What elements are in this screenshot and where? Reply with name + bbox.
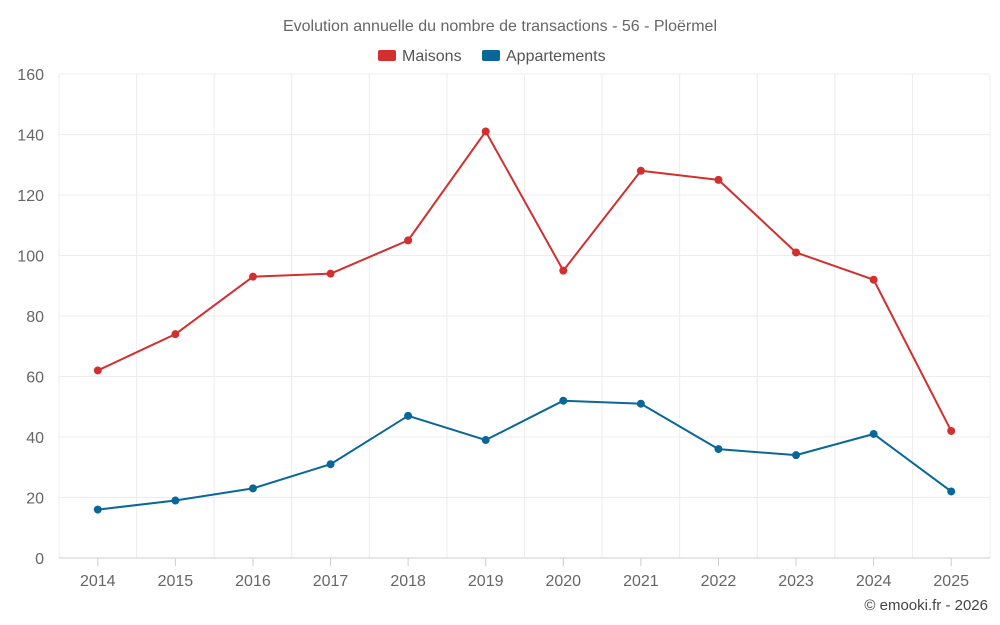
x-tick-label-2021: 2021	[623, 573, 659, 590]
y-tick-label: 80	[26, 309, 44, 326]
y-tick-label: 60	[26, 370, 44, 387]
x-axis-ticks: 2014 2015 2016 2017 2018 2019 2020 2021 2022 2023…	[80, 558, 969, 590]
data-point-appartements-2025[interactable]	[947, 487, 956, 496]
data-point-appartements-2014[interactable]	[93, 505, 102, 514]
data-point-maisons-2020[interactable]	[559, 266, 568, 275]
series-maisons	[93, 127, 956, 435]
x-tick-label-2017: 2017	[313, 573, 349, 590]
series-line-maisons	[97, 130, 953, 432]
y-tick-label: 20	[26, 491, 44, 508]
x-tick-label-2025: 2025	[933, 573, 969, 590]
data-point-appartements-2022[interactable]	[714, 445, 723, 454]
x-tick-label-2024: 2024	[856, 573, 892, 590]
legend-label-maisons: Maisons	[402, 48, 462, 65]
data-point-appartements-2020[interactable]	[559, 396, 568, 405]
legend-swatch-appartements	[482, 50, 500, 61]
legend-swatch-maisons	[378, 50, 396, 61]
x-tick-label-2018: 2018	[390, 573, 426, 590]
x-tick-label-2016: 2016	[235, 573, 271, 590]
data-point-maisons-2019[interactable]	[481, 127, 490, 136]
data-point-maisons-2022[interactable]	[714, 175, 723, 184]
data-point-appartements-2021[interactable]	[636, 399, 645, 408]
x-tick-label-2022: 2022	[701, 573, 737, 590]
legend-item-appartements[interactable]: Appartements	[482, 48, 606, 65]
data-point-appartements-2024[interactable]	[869, 429, 878, 438]
data-point-appartements-2023[interactable]	[792, 451, 801, 460]
data-point-maisons-2014[interactable]	[93, 366, 102, 375]
y-tick-label: 120	[17, 188, 44, 205]
data-point-maisons-2017[interactable]	[326, 269, 335, 278]
chart-title: Evolution annuelle du nombre de transact…	[283, 18, 717, 35]
data-point-maisons-2024[interactable]	[869, 275, 878, 284]
series-appartements	[93, 396, 956, 514]
x-tick-label-2023: 2023	[778, 573, 814, 590]
series-line-appartements	[97, 399, 952, 511]
legend-label-appartements: Appartements	[506, 48, 606, 65]
x-tick-label-2015: 2015	[158, 573, 194, 590]
y-tick-label: 40	[26, 430, 44, 447]
data-point-appartements-2016[interactable]	[248, 484, 257, 493]
y-tick-label: 140	[17, 128, 44, 145]
gridlines	[58, 73, 991, 559]
data-point-appartements-2015[interactable]	[171, 496, 180, 505]
data-point-appartements-2018[interactable]	[404, 411, 413, 420]
x-tick-label-2020: 2020	[545, 573, 581, 590]
y-tick-label: 160	[17, 67, 44, 84]
series	[93, 127, 956, 514]
data-point-appartements-2019[interactable]	[481, 436, 490, 445]
x-tick-label-2019: 2019	[468, 573, 504, 590]
data-point-maisons-2016[interactable]	[248, 272, 257, 281]
data-point-maisons-2015[interactable]	[171, 330, 180, 339]
data-point-maisons-2018[interactable]	[404, 236, 413, 245]
data-point-maisons-2021[interactable]	[636, 166, 645, 175]
y-tick-label: 0	[35, 551, 44, 568]
y-axis-ticks: 0 20 40 60 80 100 120 140 160	[17, 67, 44, 568]
data-point-maisons-2023[interactable]	[792, 248, 801, 257]
y-tick-label: 100	[17, 249, 44, 266]
data-point-appartements-2017[interactable]	[326, 460, 335, 469]
data-point-maisons-2025[interactable]	[947, 426, 956, 435]
credit-text: © emooki.fr - 2026	[864, 597, 988, 614]
legend-item-maisons[interactable]: Maisons	[378, 48, 462, 65]
x-tick-label-2014: 2014	[80, 573, 116, 590]
legend: Maisons Appartements	[378, 48, 606, 65]
